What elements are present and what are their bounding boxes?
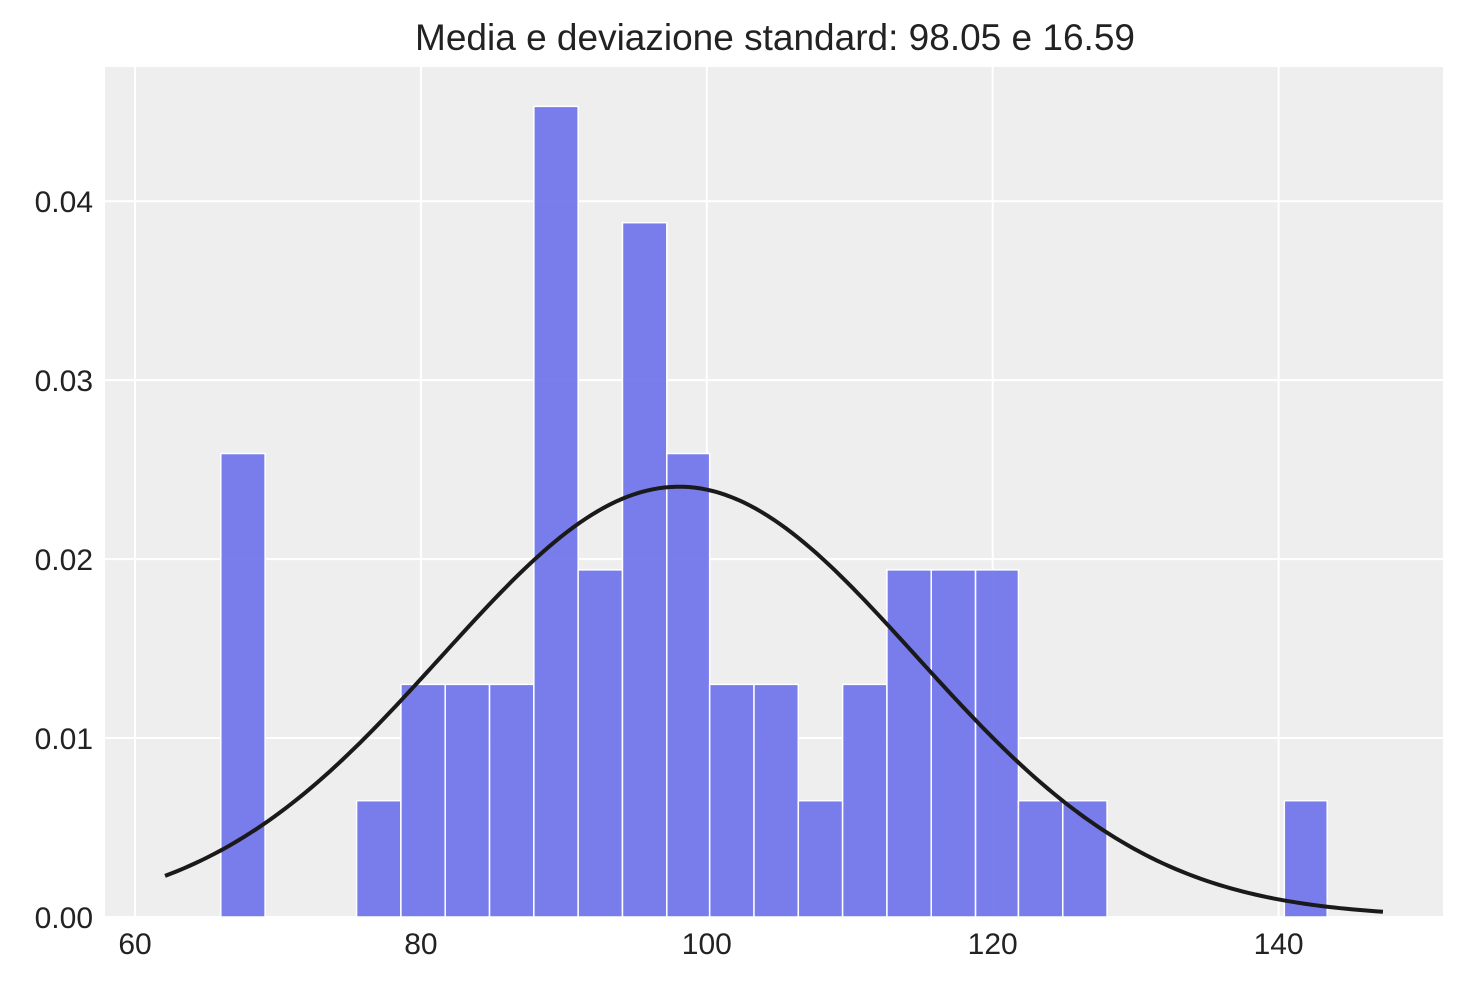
histogram-bar (1017, 799, 1064, 918)
histogram-bar (841, 683, 888, 918)
histogram-bar (1062, 799, 1108, 918)
y-tick-label: 0.01 (35, 723, 93, 756)
x-tick-label: 120 (968, 928, 1018, 961)
normal-density-curve (164, 484, 1384, 914)
histogram-bar (666, 452, 711, 918)
histogram-bar (444, 683, 491, 918)
histogram-bar (708, 683, 755, 918)
histogram-bars (220, 105, 1328, 918)
x-tick-label: 100 (682, 928, 732, 961)
x-tick-label: 60 (118, 928, 151, 961)
histogram-bar (577, 569, 624, 918)
histogram-bar (1283, 799, 1328, 918)
y-tick-label: 0.04 (35, 186, 93, 219)
chart-title: Media e deviazione standard: 98.05 e 16.… (415, 17, 1135, 58)
histogram-bar (753, 683, 800, 918)
histogram-bar (621, 221, 668, 918)
histogram-bar (930, 569, 977, 918)
histogram-bar (488, 683, 535, 918)
histogram-bar (797, 799, 844, 918)
histogram-bar (886, 569, 932, 918)
y-tick-label: 0.03 (35, 365, 93, 398)
y-tick-label: 0.02 (35, 544, 93, 577)
x-tick-label: 140 (1254, 928, 1304, 961)
histogram-bar (533, 105, 579, 918)
x-axis-ticks: 60 80 100 120 140 (118, 928, 1303, 961)
y-axis-ticks: 0.00 0.01 0.02 0.03 0.04 (35, 186, 93, 935)
histogram-bar (400, 683, 446, 918)
y-tick-label: 0.00 (35, 902, 93, 935)
x-tick-label: 80 (404, 928, 437, 961)
histogram-bar (355, 799, 402, 918)
